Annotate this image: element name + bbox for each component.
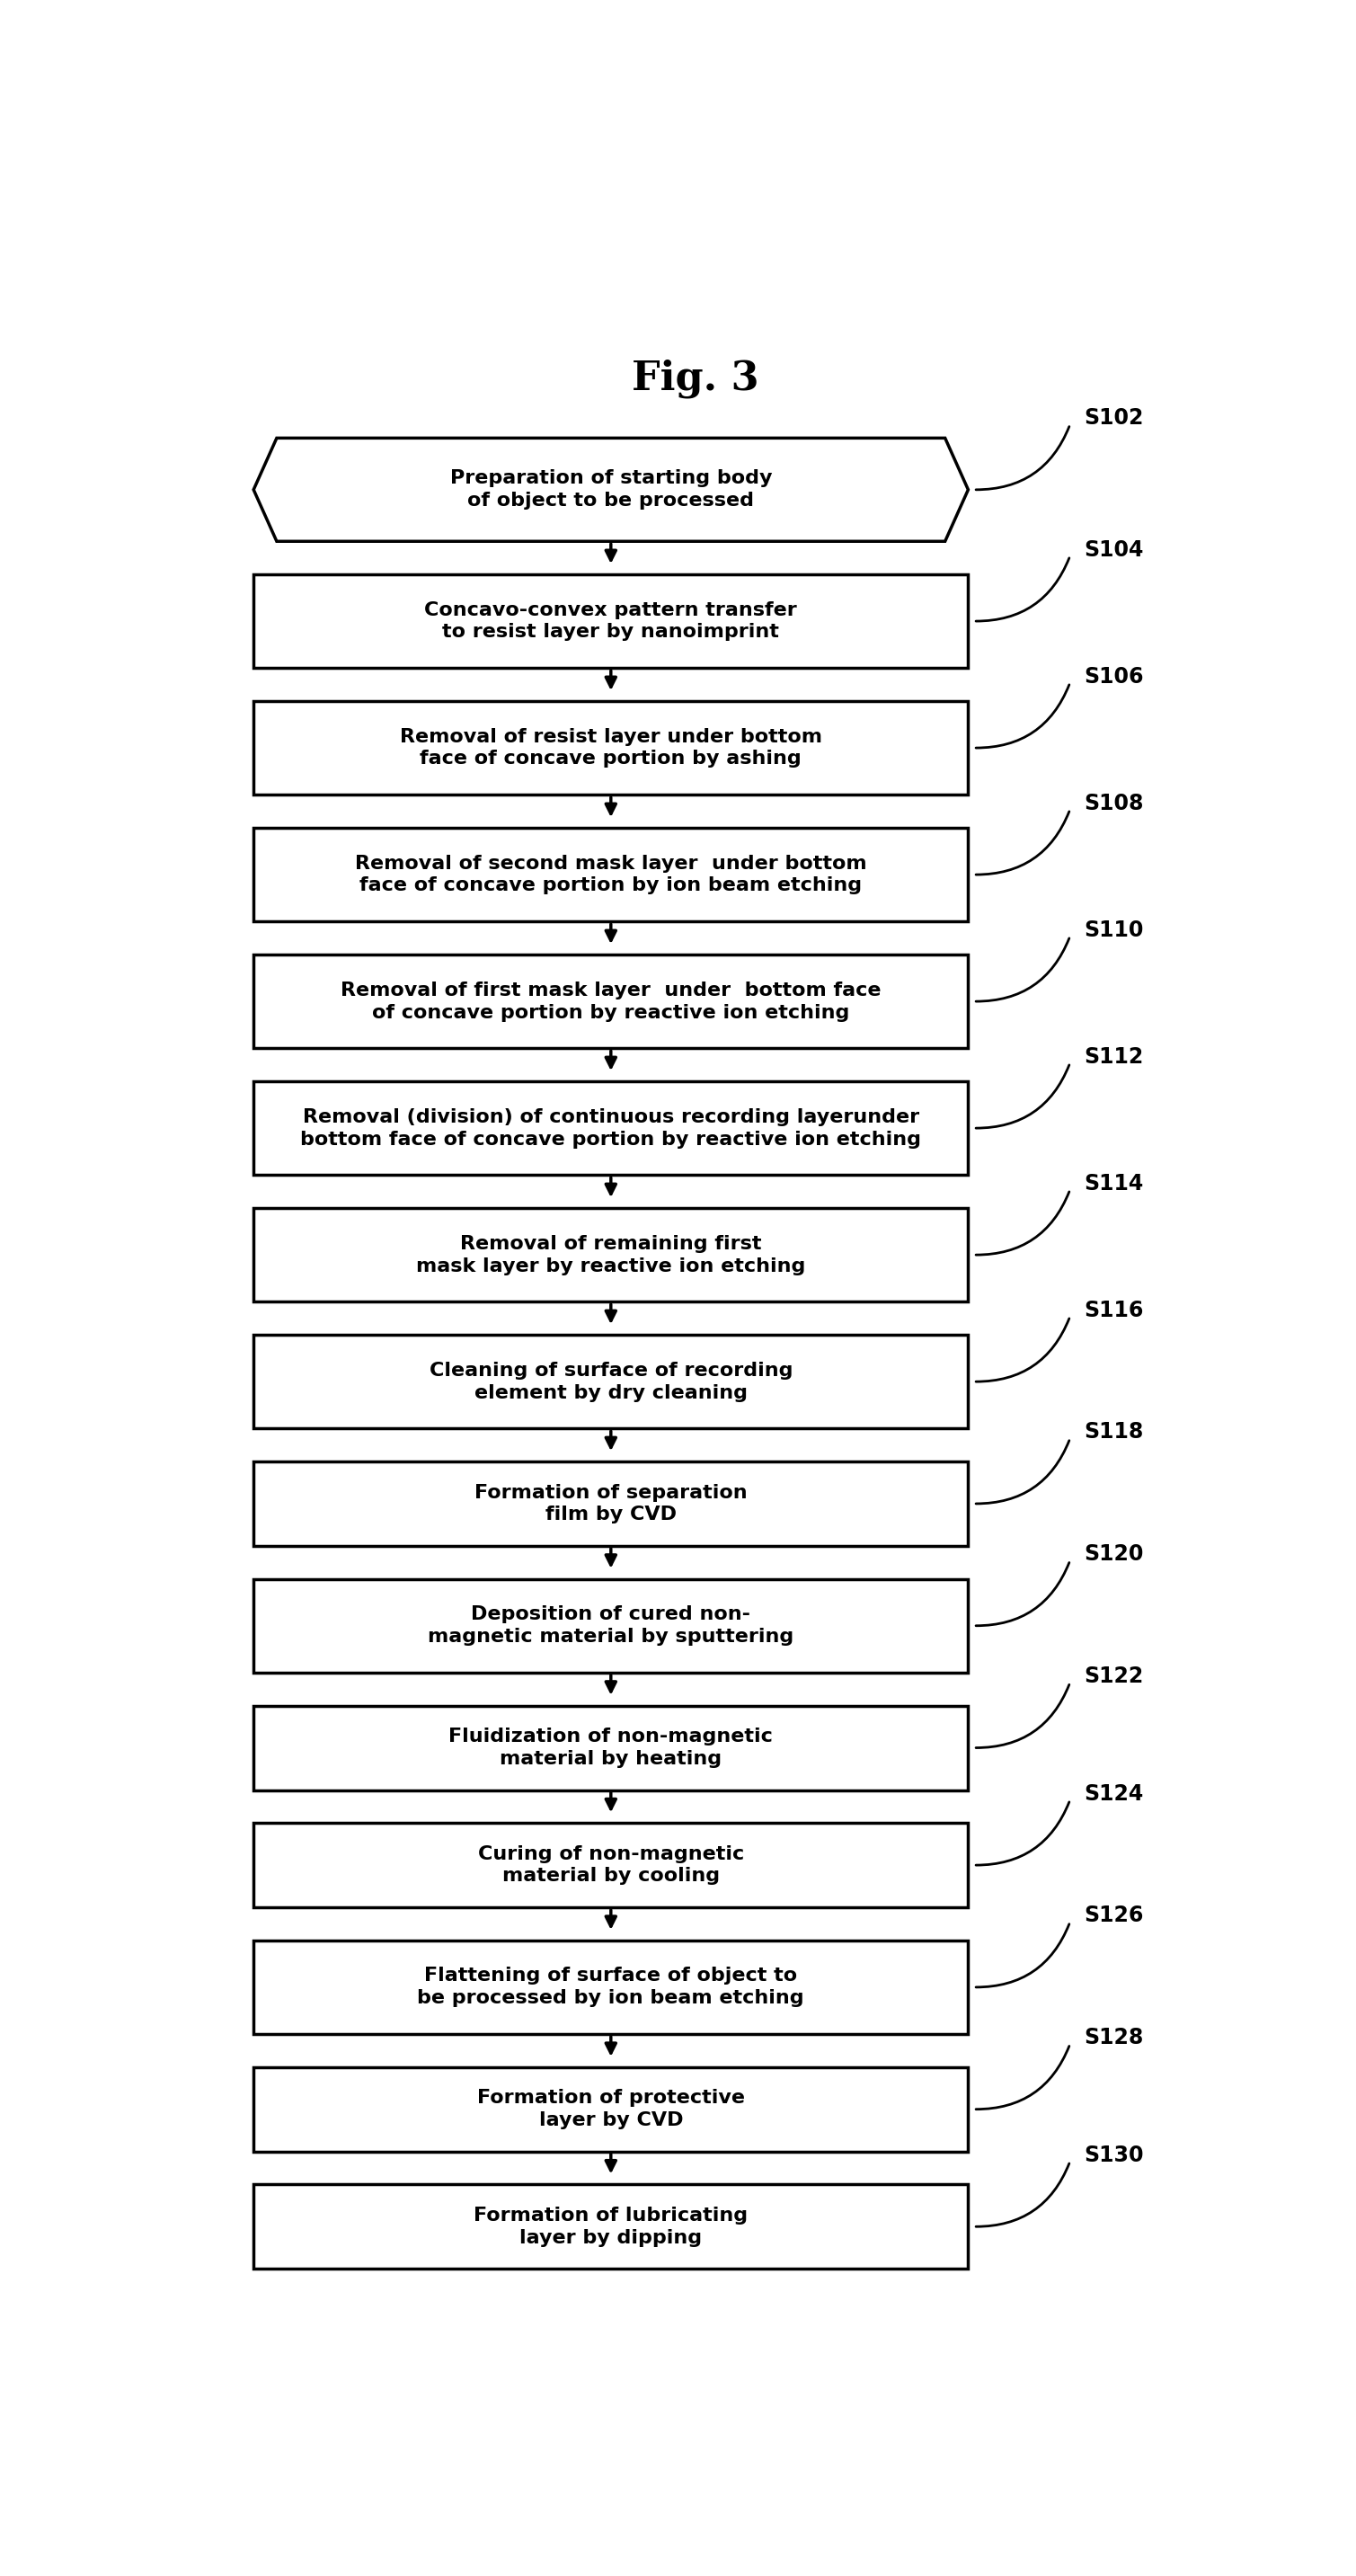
Polygon shape (254, 438, 968, 541)
FancyBboxPatch shape (254, 2184, 968, 2269)
FancyBboxPatch shape (254, 701, 968, 796)
Text: S128: S128 (1083, 2027, 1143, 2048)
Text: S118: S118 (1083, 1422, 1143, 1443)
FancyBboxPatch shape (254, 1461, 968, 1546)
FancyBboxPatch shape (254, 827, 968, 922)
Text: S106: S106 (1083, 665, 1143, 688)
Text: S120: S120 (1083, 1543, 1143, 1566)
Text: Curing of non-magnetic
material by cooling: Curing of non-magnetic material by cooli… (477, 1844, 744, 1886)
Text: S110: S110 (1083, 920, 1143, 940)
Text: S104: S104 (1083, 538, 1143, 562)
FancyBboxPatch shape (254, 1940, 968, 2035)
FancyBboxPatch shape (254, 956, 968, 1048)
Text: S124: S124 (1083, 1783, 1143, 1806)
FancyBboxPatch shape (254, 1082, 968, 1175)
Text: Fig. 3: Fig. 3 (632, 358, 758, 397)
Text: Removal (division) of continuous recording layerunder
bottom face of concave por: Removal (division) of continuous recordi… (301, 1108, 921, 1149)
Text: S112: S112 (1083, 1046, 1143, 1066)
Text: Concavo-convex pattern transfer
to resist layer by nanoimprint: Concavo-convex pattern transfer to resis… (424, 600, 797, 641)
Text: Deposition of cured non-
magnetic material by sputtering: Deposition of cured non- magnetic materi… (428, 1605, 793, 1646)
Text: Formation of protective
layer by CVD: Formation of protective layer by CVD (477, 2089, 744, 2130)
Text: S116: S116 (1083, 1298, 1143, 1321)
FancyBboxPatch shape (254, 574, 968, 667)
FancyBboxPatch shape (254, 1579, 968, 1672)
Text: S114: S114 (1083, 1172, 1143, 1195)
Text: Formation of lubricating
layer by dipping: Formation of lubricating layer by dippin… (473, 2208, 749, 2246)
FancyBboxPatch shape (254, 1334, 968, 1430)
FancyBboxPatch shape (254, 1824, 968, 1906)
Text: Removal of remaining first
mask layer by reactive ion etching: Removal of remaining first mask layer by… (416, 1234, 805, 1275)
Text: Preparation of starting body
of object to be processed: Preparation of starting body of object t… (450, 469, 772, 510)
Text: Flattening of surface of object to
be processed by ion beam etching: Flattening of surface of object to be pr… (418, 1968, 804, 2007)
FancyBboxPatch shape (254, 2066, 968, 2151)
FancyBboxPatch shape (254, 1208, 968, 1301)
Text: Removal of second mask layer  under bottom
face of concave portion by ion beam e: Removal of second mask layer under botto… (355, 855, 866, 894)
Text: Cleaning of surface of recording
element by dry cleaning: Cleaning of surface of recording element… (428, 1363, 793, 1401)
Text: Fluidization of non-magnetic
material by heating: Fluidization of non-magnetic material by… (449, 1728, 773, 1767)
Text: S102: S102 (1083, 407, 1143, 430)
Text: Removal of resist layer under bottom
face of concave portion by ashing: Removal of resist layer under bottom fac… (400, 729, 822, 768)
Text: S108: S108 (1083, 793, 1143, 814)
Text: S122: S122 (1083, 1667, 1143, 1687)
Text: S130: S130 (1083, 2143, 1143, 2166)
Text: Formation of separation
film by CVD: Formation of separation film by CVD (475, 1484, 747, 1525)
Text: S126: S126 (1083, 1906, 1143, 1927)
FancyBboxPatch shape (254, 1705, 968, 1790)
Text: Removal of first mask layer  under  bottom face
of concave portion by reactive i: Removal of first mask layer under bottom… (340, 981, 881, 1023)
